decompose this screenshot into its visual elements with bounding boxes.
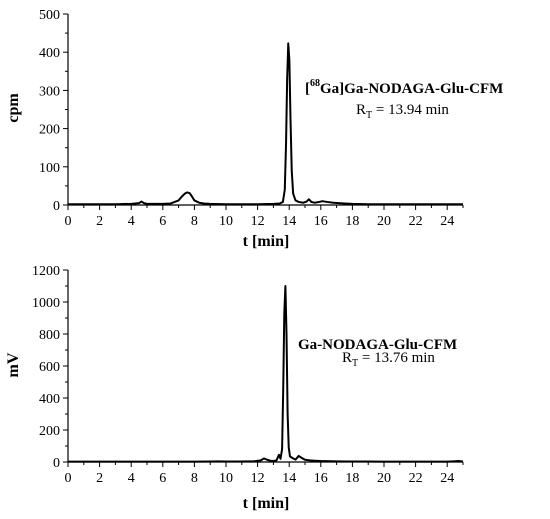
uv-x-tick-label: 2 — [96, 471, 103, 486]
uv-compound-name: Ga-NODAGA-Glu-CFM — [298, 337, 457, 353]
radio-x-tick-label: 14 — [282, 214, 296, 229]
uv-retention-time: RT = 13.76 min — [342, 350, 435, 369]
uv-x-tick-label: 22 — [409, 471, 423, 486]
uv-y-tick-label: 800 — [39, 328, 60, 343]
radio-compound-label: [68Ga]Ga-NODAGA-Glu-CFM — [305, 78, 503, 97]
radio-x-axis-title: t [min] — [243, 233, 290, 250]
radio-x-tick-label: 2 — [96, 214, 103, 229]
uv-x-tick-label: 20 — [377, 471, 391, 486]
uv-y-tick-label: 200 — [39, 424, 60, 439]
radio-x-tick-label: 24 — [440, 214, 454, 229]
radio-trace-line — [68, 42, 463, 206]
uv-y-tick-label: 1200 — [32, 264, 60, 279]
radio-x-tick-label: 18 — [345, 214, 359, 229]
uv-rt-subscript: T — [352, 358, 358, 369]
uv-x-tick-label: 16 — [314, 471, 328, 486]
radio-x-tick-label: 20 — [377, 214, 391, 229]
uv-x-tick-label: 18 — [345, 471, 359, 486]
radio-y-tick-label: 200 — [39, 123, 60, 138]
uv-y-tick-label: 600 — [39, 360, 60, 375]
uv-y-tick-label: 1000 — [32, 296, 60, 311]
radio-x-tick-label: 12 — [251, 214, 265, 229]
radio-retention-time: RT = 13.94 min — [356, 102, 449, 121]
radio-x-tick-label: 0 — [65, 214, 72, 229]
uv-x-tick-label: 24 — [440, 471, 454, 486]
uv-rt-value: = 13.76 min — [358, 350, 435, 366]
radio-y-tick-label: 0 — [53, 199, 60, 214]
radio-x-tick-label: 10 — [219, 214, 233, 229]
radio-y-axis-title: cpm — [5, 93, 22, 123]
radio-rt-symbol: R — [356, 102, 366, 118]
uv-x-tick-label: 14 — [282, 471, 296, 486]
uv-x-tick-label: 8 — [191, 471, 198, 486]
uv-x-tick-label: 12 — [251, 471, 265, 486]
radio-compound-prefix: [ — [305, 81, 310, 97]
uv-x-tick-label: 0 — [65, 471, 72, 486]
uv-x-axis-title: t [min] — [243, 495, 290, 512]
radio-x-tick-label: 8 — [191, 214, 198, 229]
radio-y-tick-label: 500 — [39, 8, 60, 23]
radio-compound-superscript: 68 — [310, 78, 320, 89]
uv-y-tick-label: 400 — [39, 392, 60, 407]
radio-x-tick-label: 22 — [409, 214, 423, 229]
radio-compound-name: Ga]Ga-NODAGA-Glu-CFM — [320, 81, 503, 97]
radio-rt-value: = 13.94 min — [372, 102, 449, 118]
radio-x-tick-label: 4 — [128, 214, 135, 229]
uv-y-tick-label: 0 — [53, 456, 60, 471]
radio-x-tick-label: 16 — [314, 214, 328, 229]
radio-y-tick-label: 300 — [39, 84, 60, 99]
radio-y-tick-label: 100 — [39, 161, 60, 176]
radio-x-tick-label: 6 — [159, 214, 166, 229]
uv-plot-axes — [67, 270, 463, 463]
uv-compound-label: Ga-NODAGA-Glu-CFM — [298, 337, 457, 353]
uv-trace-line — [68, 285, 464, 463]
radio-y-tick-label: 400 — [39, 46, 60, 61]
uv-y-axis-title: mV — [5, 352, 22, 377]
uv-x-tick-label: 6 — [159, 471, 166, 486]
uv-chromatogram-panel: 0 2 4 6 8 10 12 14 16 18 20 22 240200400600800100012… — [5, 264, 464, 512]
uv-x-tick-label: 4 — [128, 471, 135, 486]
uv-plot-ticks: 0 2 4 6 8 10 12 14 16 18 20 22 240200400600800100012… — [32, 264, 464, 486]
uv-rt-symbol: R — [342, 350, 352, 366]
uv-x-tick-label: 10 — [219, 471, 233, 486]
radio-rt-subscript: T — [366, 110, 372, 121]
